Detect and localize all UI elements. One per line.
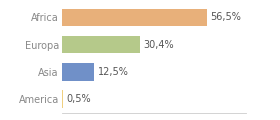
Text: 12,5%: 12,5%: [97, 67, 129, 77]
Text: 0,5%: 0,5%: [67, 94, 91, 104]
Text: 56,5%: 56,5%: [211, 12, 241, 22]
Bar: [62, 63, 94, 81]
Bar: [62, 90, 63, 108]
Bar: [62, 36, 140, 53]
Bar: [62, 9, 207, 26]
Text: 30,4%: 30,4%: [143, 40, 174, 50]
